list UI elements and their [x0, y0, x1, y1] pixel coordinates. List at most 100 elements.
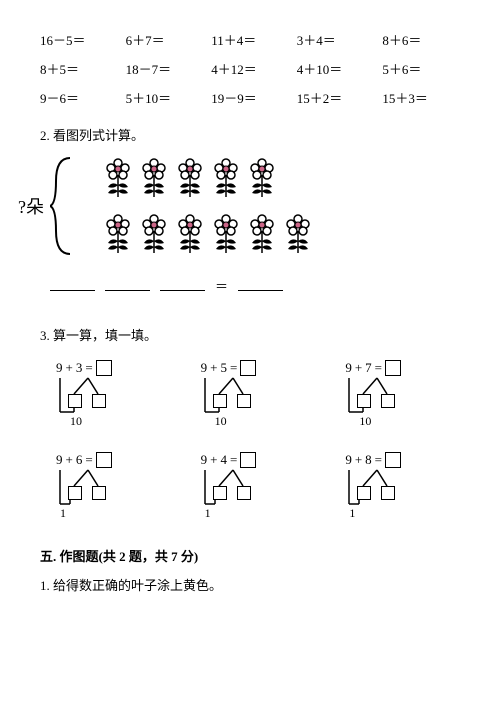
split-box[interactable]: [357, 486, 371, 500]
equation-cell: 18－7＝: [126, 59, 204, 78]
flower-icon: [246, 157, 278, 199]
equals: =: [230, 452, 237, 468]
operand-a: 9: [345, 360, 352, 376]
equation-cell: 11＋4＝: [211, 30, 289, 49]
split-box[interactable]: [237, 486, 251, 500]
equation-cell: 4＋12＝: [211, 59, 289, 78]
flower-row-2: [102, 213, 314, 255]
ten-label: 1: [349, 506, 355, 521]
bracket-icon: [50, 156, 74, 256]
equation-cell: 5＋6＝: [382, 59, 460, 78]
equation-cell: 9－6＝: [40, 88, 118, 107]
operator: +: [210, 452, 217, 468]
decomp-lines-icon: [56, 376, 116, 416]
blank[interactable]: [50, 277, 95, 291]
blank[interactable]: [238, 277, 283, 291]
answer-box[interactable]: [240, 452, 256, 468]
equation-cell: 15＋3＝: [382, 88, 460, 107]
flower-icon: [102, 213, 134, 255]
equals: =: [85, 452, 92, 468]
split-box[interactable]: [237, 394, 251, 408]
flower-icon: [282, 213, 314, 255]
split-box[interactable]: [92, 394, 106, 408]
flower-row-1: [102, 157, 314, 199]
operand-b: 3: [76, 360, 83, 376]
equation-cell: 8＋6＝: [382, 30, 460, 49]
flower-groups: [102, 157, 314, 255]
operator: +: [355, 452, 362, 468]
equals: =: [375, 452, 382, 468]
ten-label: 10: [215, 414, 227, 429]
ten-label: 1: [205, 506, 211, 521]
bracket-label: ?朵: [18, 193, 44, 219]
decomp-item: 9 + 3 = 10: [56, 360, 166, 430]
operand-a: 9: [345, 452, 352, 468]
section-5-q1: 1. 给得数正确的叶子涂上黄色。: [40, 575, 460, 594]
flower-icon: [138, 213, 170, 255]
operand-a: 9: [56, 452, 63, 468]
flower-icon: [210, 157, 242, 199]
operand-a: 9: [201, 452, 208, 468]
split-box[interactable]: [381, 486, 395, 500]
blank[interactable]: [160, 277, 205, 291]
equals: =: [375, 360, 382, 376]
decomp-item: 9 + 4 = 1: [201, 452, 311, 522]
decomp-lines-icon: [345, 376, 405, 416]
equals-sign: ＝: [215, 276, 228, 295]
ten-label: 10: [359, 414, 371, 429]
section-2-title: 2. 看图列式计算。: [40, 125, 460, 144]
equation-cell: 8＋5＝: [40, 59, 118, 78]
ten-label: 1: [60, 506, 66, 521]
equation-grid: 16－5＝ 6＋7＝ 11＋4＝ 3＋4＝ 8＋6＝ 8＋5＝ 18－7＝ 4＋…: [40, 30, 460, 107]
decomposition-grid: 9 + 3 = 10 9 + 5 =: [56, 360, 460, 522]
decomp-lines-icon: [56, 468, 116, 508]
split-box[interactable]: [92, 486, 106, 500]
operand-b: 7: [365, 360, 372, 376]
equation-cell: 6＋7＝: [126, 30, 204, 49]
equation-cell: 19－9＝: [211, 88, 289, 107]
section-3-title: 3. 算一算，填一填。: [40, 325, 460, 344]
operand-a: 9: [56, 360, 63, 376]
answer-box[interactable]: [96, 360, 112, 376]
equation-cell: 15＋2＝: [297, 88, 375, 107]
flower-icon: [210, 213, 242, 255]
section-5-header: 五. 作图题(共 2 题，共 7 分): [40, 546, 460, 565]
split-box[interactable]: [68, 486, 82, 500]
answer-box[interactable]: [240, 360, 256, 376]
decomp-item: 9 + 8 = 1: [345, 452, 455, 522]
equals: =: [230, 360, 237, 376]
flower-icon: [138, 157, 170, 199]
decomp-item: 9 + 7 = 10: [345, 360, 455, 430]
decomp-lines-icon: [201, 376, 261, 416]
operand-b: 5: [221, 360, 228, 376]
flower-icon: [102, 157, 134, 199]
split-box[interactable]: [213, 486, 227, 500]
equation-blanks: ＝: [50, 276, 460, 295]
flower-icon: [174, 157, 206, 199]
operator: +: [66, 360, 73, 376]
operand-b: 6: [76, 452, 83, 468]
decomp-item: 9 + 5 = 10: [201, 360, 311, 430]
split-box[interactable]: [357, 394, 371, 408]
decomp-lines-icon: [345, 468, 405, 508]
answer-box[interactable]: [96, 452, 112, 468]
equation-cell: 3＋4＝: [297, 30, 375, 49]
equation-cell: 16－5＝: [40, 30, 118, 49]
answer-box[interactable]: [385, 360, 401, 376]
flower-icon: [174, 213, 206, 255]
operator: +: [355, 360, 362, 376]
decomp-item: 9 + 6 = 1: [56, 452, 166, 522]
answer-box[interactable]: [385, 452, 401, 468]
flower-icon: [246, 213, 278, 255]
split-box[interactable]: [381, 394, 395, 408]
split-box[interactable]: [68, 394, 82, 408]
equation-cell: 4＋10＝: [297, 59, 375, 78]
equation-cell: 5＋10＝: [126, 88, 204, 107]
split-box[interactable]: [213, 394, 227, 408]
operator: +: [210, 360, 217, 376]
decomp-lines-icon: [201, 468, 261, 508]
blank[interactable]: [105, 277, 150, 291]
operand-b: 8: [365, 452, 372, 468]
ten-label: 10: [70, 414, 82, 429]
operand-b: 4: [221, 452, 228, 468]
